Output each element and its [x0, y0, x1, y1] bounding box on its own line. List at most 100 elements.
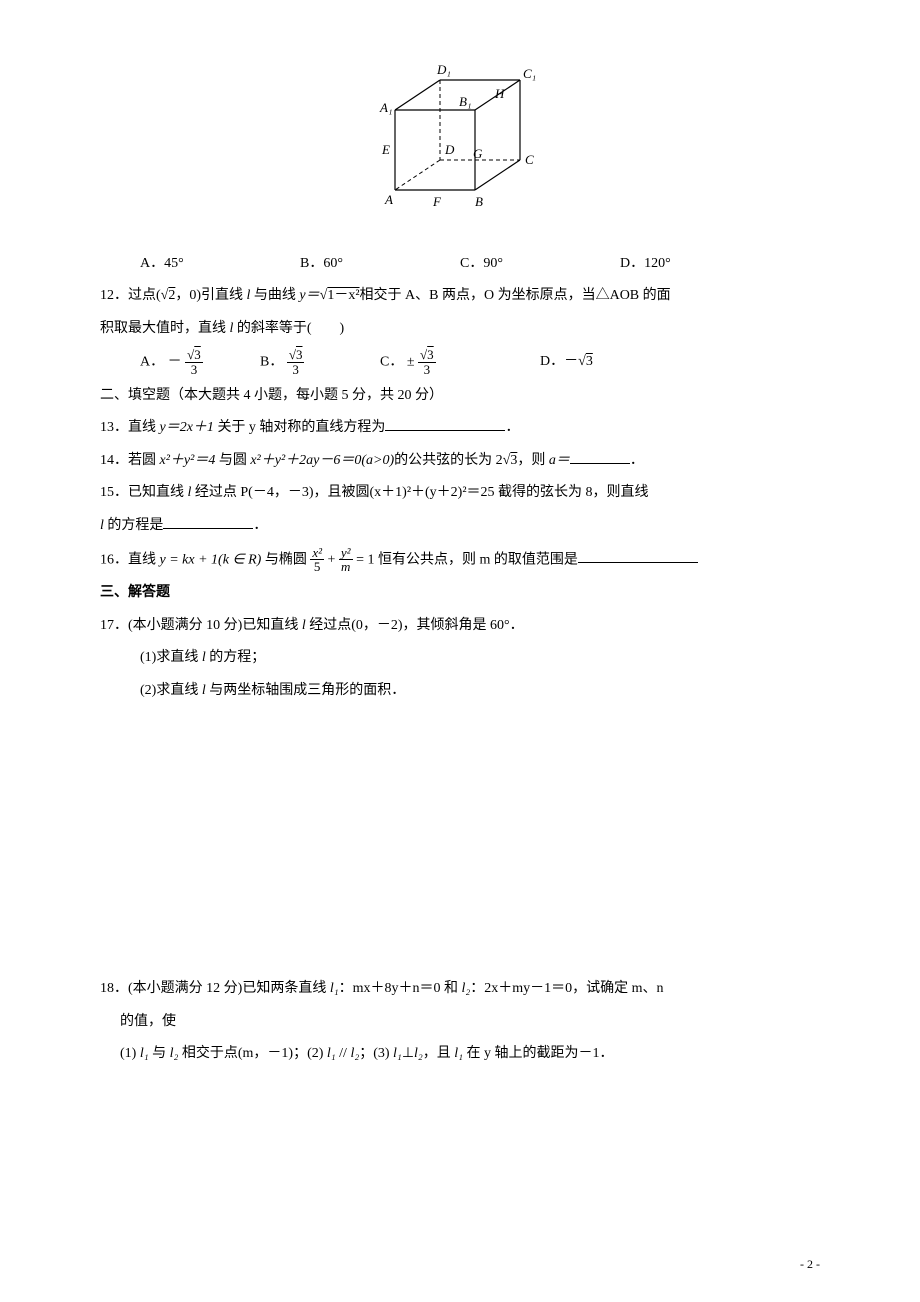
lbl-C: C [525, 152, 534, 167]
q17-p1: (1)求直线 l 的方程； [140, 645, 820, 672]
q17-p2: (2)求直线 l 与两坐标轴围成三角形的面积． [140, 678, 820, 705]
lbl-E: E [381, 142, 390, 157]
q17-p2a: (2)求直线 [140, 683, 202, 698]
lbl-D1: D₁ [436, 62, 451, 77]
q14: 14．若圆 x²＋y²＝4 与圆 x²＋y²＋2ay－6＝0(a>0)的公共弦的… [100, 448, 820, 475]
q18-pl2c: l₂ [414, 1046, 423, 1061]
q12-opt-C: C． ± √33 [380, 348, 540, 376]
q14-t2: ． [630, 453, 644, 468]
q14-c1: x²＋y²＝4 [160, 453, 216, 468]
q12-options: A． － √33 B． √33 C． ± √33 D．－√3 [140, 348, 820, 376]
q16-blank [578, 548, 698, 563]
q16-post: 恒有公共点，则 m 的取值范围是 [378, 552, 578, 567]
q11-opt-C: C．90° [460, 251, 620, 278]
q11-opt-D: D．120° [620, 251, 780, 278]
lbl-D: D [444, 142, 455, 157]
q14-t1: ，则 [517, 453, 549, 468]
q14-blank [570, 449, 630, 464]
q14-c2: x²＋y²＋2ay－6＝0(a>0) [250, 453, 394, 468]
q12-pre: 12．过点( [100, 288, 161, 303]
q16-f1n: x² [310, 546, 324, 561]
q18-pl2b: l₂ [350, 1046, 359, 1061]
q15-tail: ． [253, 518, 267, 533]
q13-expr: y＝2x＋1 [160, 420, 214, 435]
q14-pre: 14．若圆 [100, 453, 160, 468]
q16: 16．直线 y = kx + 1(k ∈ R) 与椭圆 x²5 + y²m = … [100, 546, 820, 574]
q16-f2d: m [339, 560, 353, 574]
q17-p2t: 与两坐标轴围成三角形的面积． [206, 683, 406, 698]
q12-l2b: 的斜率等于( ) [233, 321, 344, 336]
lbl-A: A [384, 192, 393, 207]
q18-pc: // [336, 1046, 351, 1061]
q12-yeq: y＝ [299, 288, 319, 303]
q15-pre: 15．已知直线 [100, 485, 188, 500]
lbl-G: G [473, 146, 483, 161]
q12-opt-D: D．－√3 [540, 349, 700, 376]
q12-line2: 积取最大值时，直线 l 的斜率等于( ) [100, 316, 820, 343]
q11-opt-B: B．60° [300, 251, 460, 278]
q12-opt-A: A． － √33 [140, 348, 260, 376]
q16-pre: 16．直线 [100, 552, 160, 567]
q12-A-sign: － [168, 355, 182, 370]
q18-l2: l₂ [461, 981, 470, 996]
q12-opt-B: B． √33 [260, 348, 380, 376]
lbl-A1: A₁ [379, 100, 392, 115]
lbl-F: F [432, 194, 442, 209]
q13: 13．直线 y＝2x＋1 关于 y 轴对称的直线方程为． [100, 415, 820, 442]
q15-l2m: 的方程是 [104, 518, 164, 533]
q15-l1: 15．已知直线 l 经过点 P(－4，－3)，且被圆(x＋1)²＋(y＋2)²＝… [100, 480, 820, 507]
q14-aeq: a＝ [549, 453, 570, 468]
q18-pb: 相交于点(m，－1)；(2) [178, 1046, 327, 1061]
q12-C-label: C． [380, 355, 403, 370]
q17-p1t: 的方程； [206, 650, 266, 665]
q18-l1: l₁ [330, 981, 339, 996]
q16-expr: y = kx + 1(k ∈ R) [160, 552, 262, 567]
q15-l2: l 的方程是． [100, 513, 820, 540]
blank-space [100, 710, 820, 970]
q18-p: (1) [120, 1046, 140, 1061]
q15-mid: 经过点 P(－4，－3)，且被圆(x＋1)²＋(y＋2)²＝25 截得的弦长为 … [191, 485, 648, 500]
q11-opt-A: A．45° [140, 251, 300, 278]
lbl-B1: B₁ [459, 94, 471, 109]
q16-mid: 与椭圆 [261, 552, 310, 567]
q18-c1: ：mx＋8y＋n＝0 和 [339, 981, 462, 996]
q18-parts: (1) l₁ 与 l₂ 相交于点(m，－1)；(2) l₁ // l₂；(3) … [120, 1041, 820, 1068]
q18-pg: 在 y 轴上的截距为－1． [463, 1046, 614, 1061]
q17-s1: 17．(本小题满分 10 分)已知直线 [100, 618, 302, 633]
cube-svg: D₁ C₁ A₁ B₁ H E D G C A F B [355, 60, 565, 230]
q15-blank [163, 514, 253, 529]
q13-post: 关于 y 轴对称的直线方程为 [214, 420, 386, 435]
lbl-B: B [475, 194, 483, 209]
section2-heading: 二、填空题（本大题共 4 小题，每小题 5 分，共 20 分） [100, 383, 820, 410]
q18-line2: 的值，使 [120, 1009, 820, 1036]
q17-p1a: (1)求直线 [140, 650, 202, 665]
q12: 12．过点(√2，0)引直线 l 与曲线 y＝√1－x²相交于 A、B 两点，O… [100, 283, 820, 310]
q12-B-label: B． [260, 355, 283, 370]
q12-tail: 相交于 A、B 两点，O 为坐标原点，当△AOB 的面 [360, 288, 671, 303]
q12-A-label: A． [140, 355, 164, 370]
q18-pd: ；(3) [359, 1046, 393, 1061]
q13-blank [385, 416, 505, 431]
q16-eq: = 1 [356, 552, 374, 567]
q12-D-label: D． [540, 354, 564, 369]
q16-plus: + [328, 552, 339, 567]
q17-stem: 17．(本小题满分 10 分)已知直线 l 经过点(0，－2)，其倾斜角是 60… [100, 613, 820, 640]
q14-post: 的公共弦的长为 2 [394, 453, 503, 468]
lbl-H: H [494, 86, 505, 101]
page: D₁ C₁ A₁ B₁ H E D G C A F B A．45° B．60° … [0, 0, 920, 1302]
q14-mid: 与圆 [215, 453, 250, 468]
cube-diagram: D₁ C₁ A₁ B₁ H E D G C A F B [100, 60, 820, 241]
q16-f1d: 5 [310, 560, 324, 574]
q18-s: 18．(本小题满分 12 分)已知两条直线 [100, 981, 330, 996]
q12-l2a: 积取最大值时，直线 [100, 321, 230, 336]
q18-pl1d: l₁ [454, 1046, 463, 1061]
q12-curve: 1－x² [327, 288, 359, 303]
q12-afterl: 与曲线 [250, 288, 299, 303]
q12-C-sign: ± [407, 355, 415, 370]
q13-pre: 13．直线 [100, 420, 160, 435]
q18-pl1b: l₁ [327, 1046, 336, 1061]
lbl-C1: C₁ [523, 66, 536, 81]
q11-options: A．45° B．60° C．90° D．120° [140, 251, 820, 278]
q18-pl1c: l₁ [393, 1046, 402, 1061]
q17-s2: 经过点(0，－2)，其倾斜角是 60°． [306, 618, 524, 633]
